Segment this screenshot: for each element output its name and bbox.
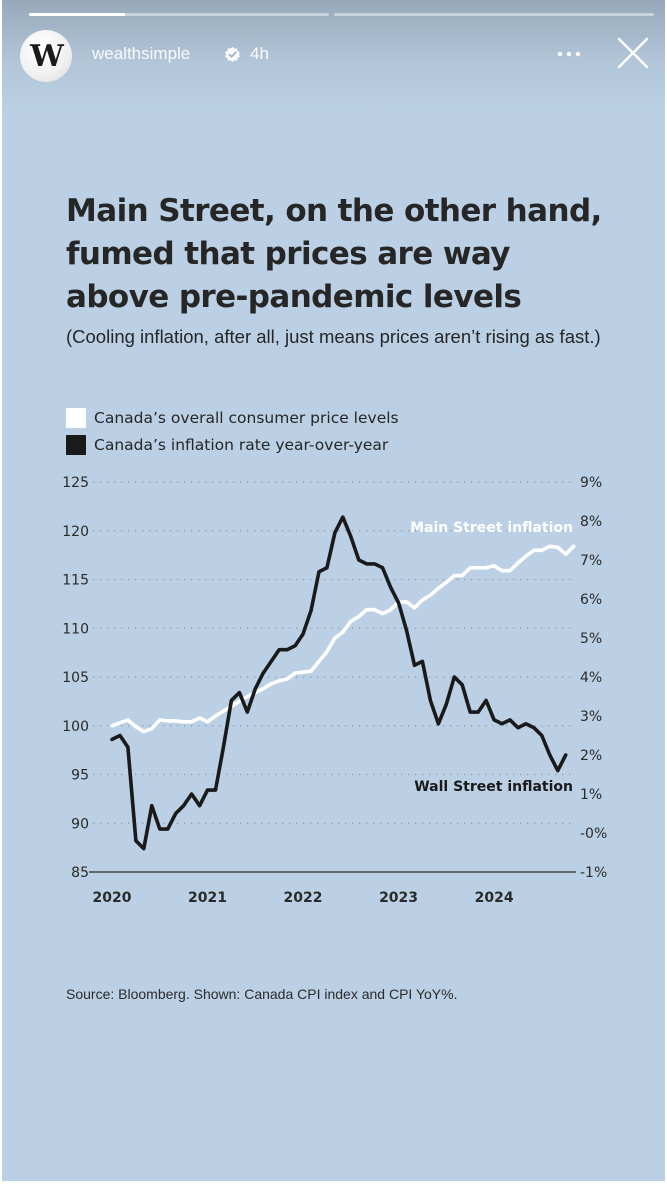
- legend-entry-cpi: Canada’s overall consumer price levels: [66, 404, 399, 431]
- post-title: Main Street, on the other hand, fumed th…: [66, 190, 636, 319]
- account-username[interactable]: wealthsimple: [92, 44, 191, 63]
- y-right-tick-label: 1%: [580, 787, 602, 803]
- close-icon[interactable]: [616, 36, 650, 70]
- progress-fill: [29, 13, 125, 16]
- y-left-tick-label: 85: [71, 865, 89, 881]
- title-line: above pre-pandemic levels: [66, 279, 522, 315]
- y-right-tick-label: 2%: [580, 748, 602, 764]
- legend-label: Canada’s inflation rate year-over-year: [94, 435, 389, 454]
- progress-bar-segment-1: [29, 13, 329, 16]
- title-line: Main Street, on the other hand,: [66, 193, 602, 229]
- annotation-wall-street: Wall Street inflation: [414, 779, 573, 795]
- legend-entry-inflation: Canada’s inflation rate year-over-year: [66, 431, 399, 458]
- legend-swatch-black: [66, 434, 86, 455]
- legend-label: Canada’s overall consumer price levels: [94, 408, 399, 427]
- header-shade: [2, 0, 665, 110]
- annotation-main-street: Main Street inflation: [410, 520, 573, 536]
- y-left-tick-label: 115: [62, 573, 89, 589]
- y-right-tick-label: -1%: [580, 865, 607, 881]
- y-left-tick-label: 105: [62, 670, 89, 686]
- y-left-tick-label: 90: [71, 816, 89, 832]
- y-right-tick-label: 9%: [580, 475, 602, 491]
- verified-badge-icon: [225, 46, 240, 63]
- x-tick-label: 2021: [188, 890, 227, 906]
- y-right-tick-label: -0%: [580, 826, 607, 842]
- x-tick-label: 2023: [379, 890, 418, 906]
- y-left-tick-label: 125: [62, 475, 89, 491]
- y-left-tick-label: 95: [71, 768, 89, 784]
- legend-swatch-white: [66, 407, 86, 428]
- y-left-tick-label: 100: [62, 719, 89, 735]
- post-subtitle: (Cooling inflation, after all, just mean…: [66, 326, 601, 347]
- series-line-cpi-index: [110, 544, 576, 734]
- x-tick-label: 2024: [475, 890, 514, 906]
- y-right-tick-label: 8%: [580, 514, 602, 530]
- more-options-icon[interactable]: [554, 44, 584, 64]
- y-left-tick-label: 120: [62, 524, 89, 540]
- avatar[interactable]: W: [20, 30, 72, 82]
- chart-source: Source: Bloomberg. Shown: Canada CPI ind…: [66, 986, 458, 1002]
- y-right-tick-label: 4%: [580, 670, 602, 686]
- post-time: 4h: [250, 44, 269, 63]
- avatar-logo: W: [30, 38, 64, 74]
- series-line-inflation-yoy: [110, 515, 568, 851]
- chart-legend: Canada’s overall consumer price levels C…: [66, 404, 399, 458]
- y-right-tick-label: 6%: [580, 592, 602, 608]
- y-right-tick-label: 3%: [580, 709, 602, 725]
- y-right-tick-label: 7%: [580, 553, 602, 569]
- title-line: fumed that prices are way: [66, 236, 510, 272]
- y-right-tick-label: 5%: [580, 631, 602, 647]
- progress-bar-segment-2: [334, 13, 654, 16]
- x-tick-label: 2022: [284, 890, 323, 906]
- x-tick-label: 2020: [93, 890, 132, 906]
- y-left-tick-label: 110: [62, 621, 89, 637]
